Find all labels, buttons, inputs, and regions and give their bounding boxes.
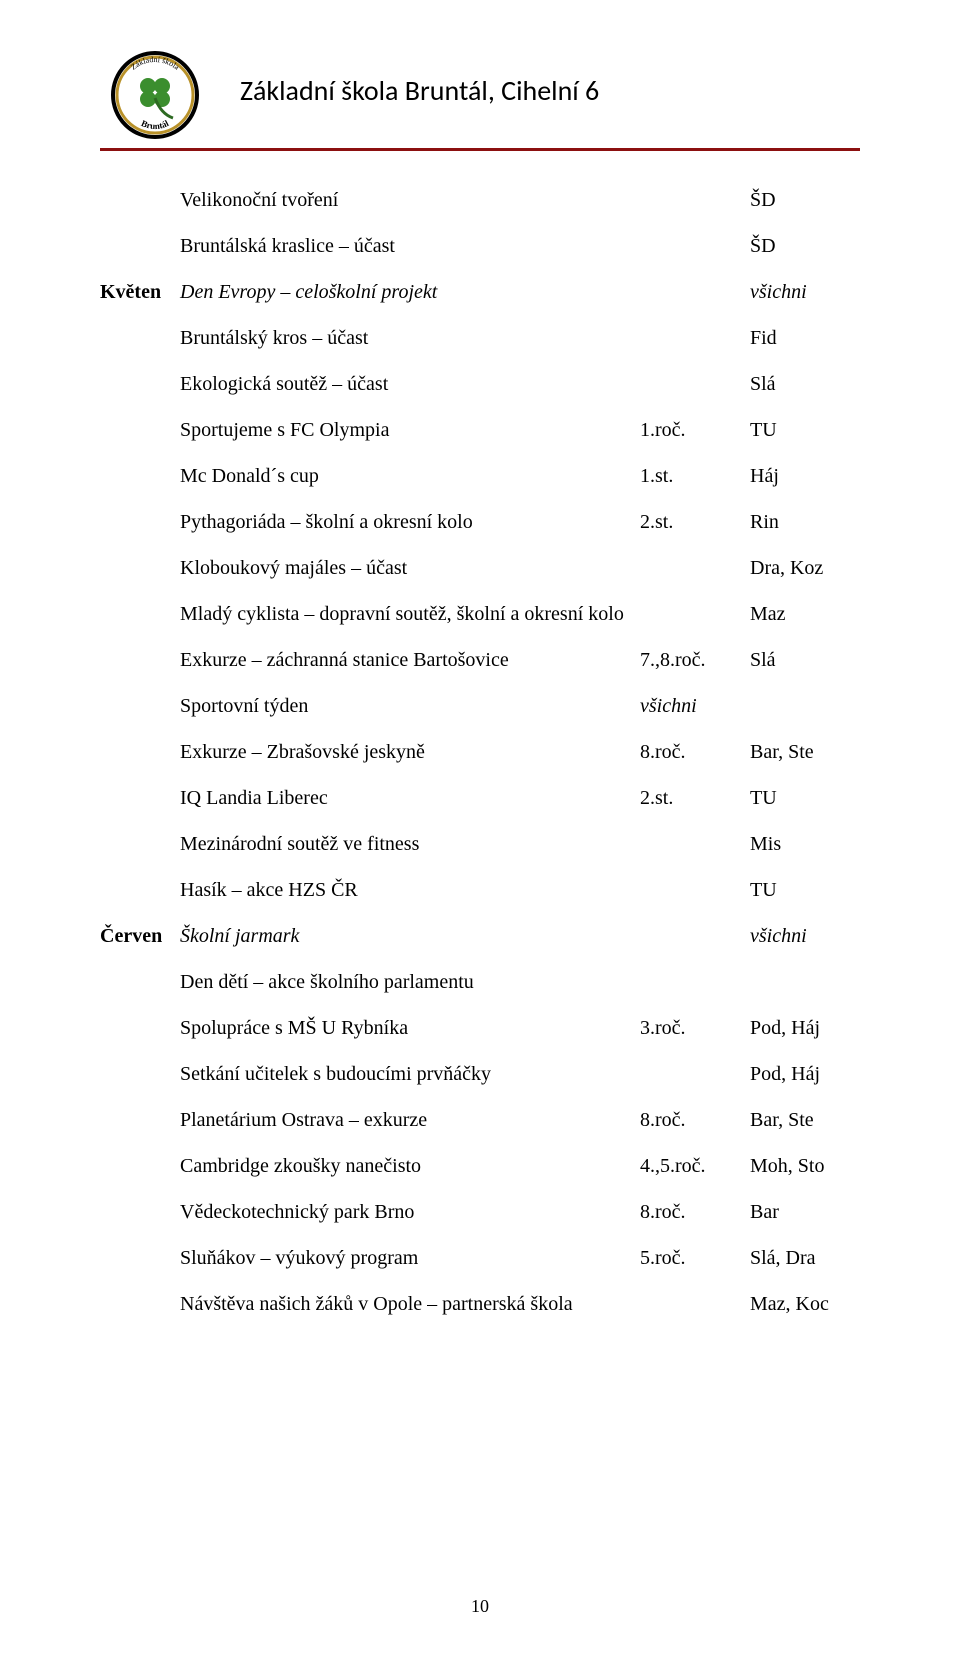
document-page: Základní škola Bruntál Základní škola Br… (0, 0, 960, 1657)
activity-row: Den dětí – akce školního parlamentu (100, 969, 860, 995)
activity-cell: Mezinárodní soutěž ve fitness (180, 831, 640, 857)
activity-cell: Sluňákov – výukový program (180, 1245, 640, 1271)
activity-cell: Exkurze – Zbrašovské jeskyně (180, 739, 640, 765)
activity-row: Planetárium Ostrava – exkurze8.roč.Bar, … (100, 1107, 860, 1133)
responsible-cell: Fid (750, 325, 860, 351)
activity-row: Sluňákov – výukový program5.roč.Slá, Dra (100, 1245, 860, 1271)
header-divider (100, 148, 860, 151)
activity-row: KvětenDen Evropy – celoškolní projekt vši… (100, 279, 860, 305)
activity-cell: Spolupráce s MŠ U Rybníka (180, 1015, 640, 1041)
school-logo: Základní škola Bruntál (100, 40, 220, 140)
responsible-cell: Rin (750, 509, 860, 535)
grade-cell: 4.,5.roč. (640, 1153, 750, 1179)
page-header: Základní škola Bruntál Základní škola Br… (100, 40, 860, 140)
activity-cell: IQ Landia Liberec (180, 785, 640, 811)
responsible-cell: Háj (750, 463, 860, 489)
activity-row: Setkání učitelek s budoucími prvňáčky Pod… (100, 1061, 860, 1087)
activity-cell: Velikonoční tvoření (180, 187, 640, 213)
activity-cell: Vědeckotechnický park Brno (180, 1199, 640, 1225)
activity-cell: Hasík – akce HZS ČR (180, 877, 640, 903)
responsible-cell: ŠD (750, 233, 860, 259)
activity-cell: Setkání učitelek s budoucími prvňáčky (180, 1061, 640, 1087)
responsible-cell: TU (750, 785, 860, 811)
activity-cell: Den Evropy – celoškolní projekt (180, 279, 640, 305)
responsible-cell: TU (750, 877, 860, 903)
activity-row: Ekologická soutěž – účast Slá (100, 371, 860, 397)
grade-cell: všichni (640, 693, 750, 719)
activity-cell: Kloboukový majáles – účast (180, 555, 640, 581)
activity-row: ČervenŠkolní jarmark všichni (100, 923, 860, 949)
responsible-cell: Pod, Háj (750, 1015, 860, 1041)
activity-cell: Mladý cyklista – dopravní soutěž, školní… (180, 601, 640, 627)
responsible-cell: Slá, Dra (750, 1245, 860, 1271)
grade-cell: 1.roč. (640, 417, 750, 443)
responsible-cell: ŠD (750, 187, 860, 213)
activity-cell: Cambridge zkoušky nanečisto (180, 1153, 640, 1179)
responsible-cell: všichni (750, 923, 860, 949)
activity-row: Cambridge zkoušky nanečisto4.,5.roč.Moh,… (100, 1153, 860, 1179)
school-name: Základní škola Bruntál, Cihelní 6 (240, 73, 599, 108)
grade-cell: 8.roč. (640, 1107, 750, 1133)
activity-row: Hasík – akce HZS ČR TU (100, 877, 860, 903)
activity-row: Exkurze – záchranná stanice Bartošovice7… (100, 647, 860, 673)
activity-row: Bruntálský kros – účast Fid (100, 325, 860, 351)
activity-row: Mc Donald´s cup1.st.Háj (100, 463, 860, 489)
school-logo-svg: Základní škola Bruntál (100, 40, 220, 140)
responsible-cell: Mis (750, 831, 860, 857)
responsible-cell: všichni (750, 279, 860, 305)
responsible-cell: Moh, Sto (750, 1153, 860, 1179)
responsible-cell: Bar (750, 1199, 860, 1225)
grade-cell: 8.roč. (640, 739, 750, 765)
activity-cell: Den dětí – akce školního parlamentu (180, 969, 640, 995)
page-number: 10 (471, 1596, 489, 1617)
grade-cell: 7.,8.roč. (640, 647, 750, 673)
activity-row: IQ Landia Liberec2.st.TU (100, 785, 860, 811)
activity-row: Spolupráce s MŠ U Rybníka3.roč.Pod, Háj (100, 1015, 860, 1041)
activity-row: Vědeckotechnický park Brno8.roč.Bar (100, 1199, 860, 1225)
activity-cell: Ekologická soutěž – účast (180, 371, 640, 397)
responsible-cell: Slá (750, 647, 860, 673)
grade-cell: 8.roč. (640, 1199, 750, 1225)
activity-row: Pythagoriáda – školní a okresní kolo2.st… (100, 509, 860, 535)
activity-cell: Bruntálská kraslice – účast (180, 233, 640, 259)
activity-cell: Planetárium Ostrava – exkurze (180, 1107, 640, 1133)
responsible-cell: Slá (750, 371, 860, 397)
activity-row: Kloboukový majáles – účast Dra, Koz (100, 555, 860, 581)
activity-cell: Sportovní týden (180, 693, 640, 719)
activity-cell: Mc Donald´s cup (180, 463, 640, 489)
activity-row: Sportovní týdenvšichni (100, 693, 860, 719)
responsible-cell: Maz, Koc (750, 1291, 860, 1317)
activity-row: Návštěva našich žáků v Opole – partnersk… (100, 1291, 860, 1317)
responsible-cell: Maz (750, 601, 860, 627)
activity-row: Sportujeme s FC Olympia1.roč.TU (100, 417, 860, 443)
activity-row: Velikonoční tvoření ŠD (100, 187, 860, 213)
grade-cell: 5.roč. (640, 1245, 750, 1271)
activity-cell: Pythagoriáda – školní a okresní kolo (180, 509, 640, 535)
activity-cell: Bruntálský kros – účast (180, 325, 640, 351)
activity-row: Mladý cyklista – dopravní soutěž, školní… (100, 601, 860, 627)
activity-cell: Návštěva našich žáků v Opole – partnersk… (180, 1291, 640, 1317)
activity-cell: Sportujeme s FC Olympia (180, 417, 640, 443)
responsible-cell: Pod, Háj (750, 1061, 860, 1087)
activity-row: Bruntálská kraslice – účast ŠD (100, 233, 860, 259)
activity-row: Mezinárodní soutěž ve fitness Mis (100, 831, 860, 857)
grade-cell: 3.roč. (640, 1015, 750, 1041)
activity-list: Velikonoční tvořeníŠDBruntálská kraslice… (100, 187, 860, 1317)
activity-cell: Exkurze – záchranná stanice Bartošovice (180, 647, 640, 673)
grade-cell: 2.st. (640, 785, 750, 811)
responsible-cell: Dra, Koz (750, 555, 860, 581)
responsible-cell: Bar, Ste (750, 739, 860, 765)
grade-cell: 1.st. (640, 463, 750, 489)
responsible-cell: TU (750, 417, 860, 443)
responsible-cell: Bar, Ste (750, 1107, 860, 1133)
month-cell: Červen (100, 923, 180, 949)
month-cell: Květen (100, 279, 180, 305)
grade-cell: 2.st. (640, 509, 750, 535)
activity-row: Exkurze – Zbrašovské jeskyně8.roč.Bar, S… (100, 739, 860, 765)
activity-cell: Školní jarmark (180, 923, 640, 949)
